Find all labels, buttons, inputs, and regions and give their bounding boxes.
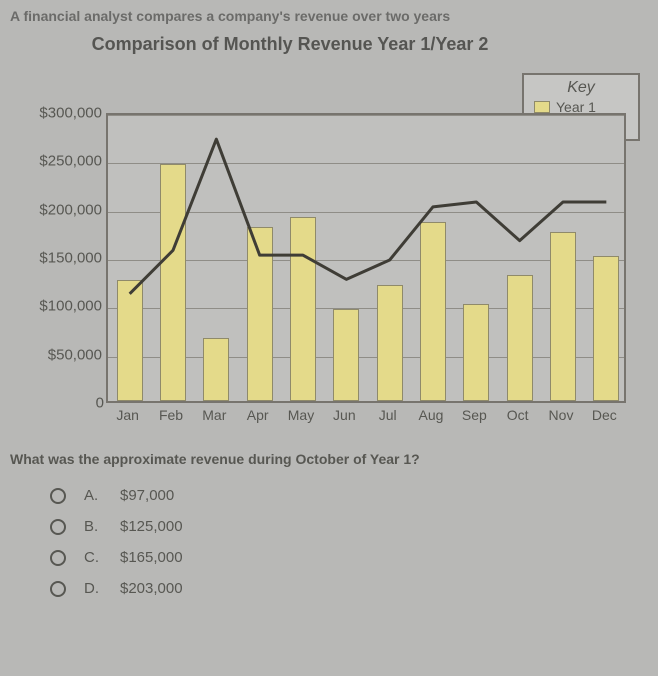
year2-line — [108, 115, 628, 405]
y-tick-label: $250,000 — [10, 153, 102, 170]
x-tick-label: Jun — [324, 407, 364, 423]
y-tick-label: $150,000 — [10, 250, 102, 267]
answer-letter: B. — [84, 518, 102, 535]
radio-icon[interactable] — [50, 519, 66, 535]
legend-title: Key — [534, 79, 628, 97]
chart-title: Comparison of Monthly Revenue Year 1/Yea… — [10, 34, 570, 55]
y-tick-label: $100,000 — [10, 298, 102, 315]
answer-option[interactable]: D. $203,000 — [50, 580, 648, 597]
answer-text: $97,000 — [120, 487, 174, 504]
radio-icon[interactable] — [50, 581, 66, 597]
x-tick-label: Apr — [238, 407, 278, 423]
x-tick-label: Jan — [108, 407, 148, 423]
question-text: What was the approximate revenue during … — [10, 451, 648, 467]
x-tick-label: Sep — [454, 407, 494, 423]
plot-area — [106, 113, 626, 403]
x-tick-label: Mar — [194, 407, 234, 423]
y-tick-label: $200,000 — [10, 201, 102, 218]
answer-option[interactable]: A. $97,000 — [50, 487, 648, 504]
answer-letter: D. — [84, 580, 102, 597]
x-tick-label: Oct — [498, 407, 538, 423]
x-tick-label: Jul — [368, 407, 408, 423]
x-tick-label: May — [281, 407, 321, 423]
x-tick-label: Feb — [151, 407, 191, 423]
answer-text: $165,000 — [120, 549, 183, 566]
y-tick-label: $50,000 — [10, 346, 102, 363]
y-axis-zero: 0 — [88, 395, 104, 412]
answer-letter: A. — [84, 487, 102, 504]
answer-option[interactable]: C. $165,000 — [50, 549, 648, 566]
answer-text: $125,000 — [120, 518, 183, 535]
legend-swatch-bar — [534, 101, 550, 113]
x-tick-label: Aug — [411, 407, 451, 423]
y-tick-label: $300,000 — [10, 105, 102, 122]
answer-option[interactable]: B. $125,000 — [50, 518, 648, 535]
revenue-chart: Key Year 1 Year 2 $300,000$250,000$200,0… — [10, 73, 650, 433]
x-tick-label: Dec — [584, 407, 624, 423]
x-tick-label: Nov — [541, 407, 581, 423]
radio-icon[interactable] — [50, 488, 66, 504]
prompt-text: A financial analyst compares a company's… — [10, 8, 648, 24]
radio-icon[interactable] — [50, 550, 66, 566]
answer-text: $203,000 — [120, 580, 183, 597]
answer-letter: C. — [84, 549, 102, 566]
